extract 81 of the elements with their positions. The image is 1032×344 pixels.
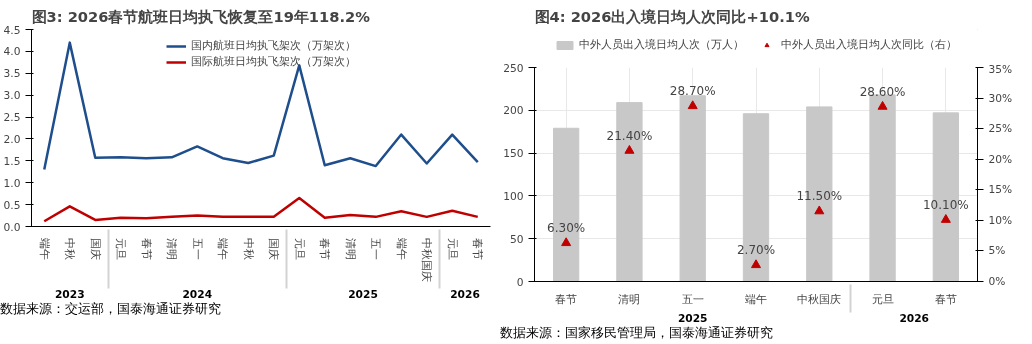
line-series xyxy=(43,41,479,171)
point xyxy=(687,100,698,110)
legend-label: 中外人员出入境日均人次同比（右） xyxy=(781,38,957,52)
text: 2025 xyxy=(677,311,708,325)
y2-tick-label: 10% xyxy=(988,213,1013,227)
y2-tick-label: 5% xyxy=(988,244,1006,258)
legend-label: 中外人员出入境日均人次（万人） xyxy=(579,38,744,52)
y-tick-label: 0 xyxy=(516,275,524,289)
x-tick-label: 中秋 xyxy=(63,237,77,260)
text: 2026 xyxy=(899,311,930,325)
text: 2026 xyxy=(450,287,480,301)
chart-title: 图4: 2026出入境日均人次同比+10.1% xyxy=(534,7,810,25)
y-tick-label: 150 xyxy=(503,147,524,161)
x-tick-label: 春节 xyxy=(555,292,578,306)
bar xyxy=(679,95,706,282)
data-label: 21.40% xyxy=(606,128,653,143)
chart-title: 图3: 2026春节航班日均执飞恢复至19年118.2% xyxy=(31,7,371,25)
x-tick-label: 五一 xyxy=(190,237,204,260)
line-series xyxy=(43,196,479,223)
y-tick-label: 100 xyxy=(503,189,524,203)
x-tick-label: 春节 xyxy=(934,292,957,306)
x-tick-label: 春节 xyxy=(139,237,153,260)
source-note: 数据来源：交运部，国泰海通证券研究 xyxy=(0,300,221,319)
legend-label: 国际航班日均执飞架次（万架次） xyxy=(190,55,356,69)
y2-tick-label: 0% xyxy=(988,275,1006,288)
x-tick-label: 清明 xyxy=(343,237,357,260)
data-label: 28.60% xyxy=(859,84,906,99)
y2-tick-label: 15% xyxy=(988,183,1013,197)
x-tick-label: 端午 xyxy=(37,237,51,260)
x-tick-label: 中秋国庆 xyxy=(797,292,842,306)
y-tick-label: 4.0 xyxy=(3,45,21,59)
point xyxy=(814,205,825,215)
x-tick-label: 端午 xyxy=(745,292,767,306)
x-tick-label: 元旦 xyxy=(292,237,306,260)
point xyxy=(940,214,951,223)
y-tick-label: 50 xyxy=(509,232,524,246)
text: 2023 xyxy=(54,287,85,301)
x-tick-label: 国庆 xyxy=(88,237,102,260)
y-tick-label: 0.0 xyxy=(3,220,21,234)
point xyxy=(624,144,635,154)
text: 2025 xyxy=(348,287,378,301)
source-note: 数据来源：国家移民管理局，国泰海通证券研究 xyxy=(500,324,773,343)
y-tick-label: 0.5 xyxy=(3,198,21,212)
x-tick-label: 清明 xyxy=(618,292,641,306)
point xyxy=(877,100,888,110)
x-tick-label: 端午 xyxy=(216,237,230,260)
data-label: 11.50% xyxy=(796,189,843,204)
y-tick-label: 3.5 xyxy=(3,67,21,81)
y-tick-label: 200 xyxy=(503,104,524,118)
y2-tick-label: 35% xyxy=(988,62,1013,76)
y-tick-label: 2.0 xyxy=(3,132,21,146)
x-tick-label: 中秋 xyxy=(241,237,255,260)
x-tick-label: 元旦 xyxy=(445,237,459,260)
x-tick-label: 春节 xyxy=(471,237,485,260)
y2-tick-label: 20% xyxy=(988,152,1013,166)
point xyxy=(561,237,572,247)
y-tick-label: 1.5 xyxy=(3,154,21,168)
x-tick-label: 国庆 xyxy=(267,237,281,260)
y2-tick-label: 25% xyxy=(988,122,1013,136)
data-label: 6.30% xyxy=(547,220,586,235)
legend-label: 国内航班日均执飞架次（万架次） xyxy=(190,39,356,53)
bar xyxy=(869,94,896,282)
x-tick-label: 中秋国庆 xyxy=(420,237,434,282)
y-tick-label: 2.5 xyxy=(3,111,21,125)
x-tick-label: 元旦 xyxy=(114,237,128,260)
x-tick-label: 端午 xyxy=(394,237,408,260)
x-tick-label: 五一 xyxy=(369,237,383,260)
data-label: 10.10% xyxy=(922,197,969,212)
y-tick-label: 250 xyxy=(503,61,524,75)
y-tick-label: 3.0 xyxy=(3,89,21,103)
x-tick-label: 五一 xyxy=(681,292,704,306)
x-tick-label: 清明 xyxy=(165,237,179,260)
y-tick-label: 4.5 xyxy=(3,23,21,37)
data-label: 28.70% xyxy=(669,84,716,99)
x-tick-label: 春节 xyxy=(318,237,332,260)
x-tick-label: 元旦 xyxy=(871,292,894,306)
y-tick-label: 1.0 xyxy=(3,176,21,190)
point xyxy=(751,259,761,269)
y2-tick-label: 30% xyxy=(988,91,1013,105)
text: 2024 xyxy=(182,287,213,301)
data-label: 2.70% xyxy=(736,242,776,257)
